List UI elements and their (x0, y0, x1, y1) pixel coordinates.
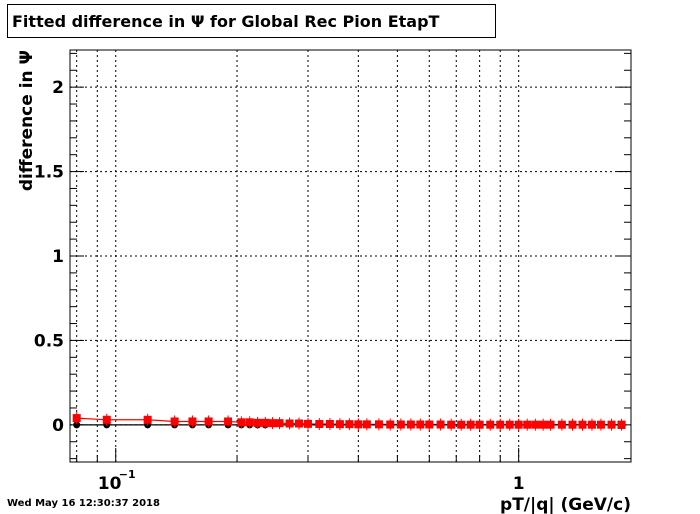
data-point-red (578, 420, 587, 429)
data-point-red (170, 417, 179, 426)
data-point-red (416, 420, 425, 429)
data-point-red (295, 419, 304, 428)
data-point-red (396, 420, 405, 429)
y-tick-label: 0.5 (34, 331, 64, 351)
data-point-red (505, 420, 514, 429)
x-tick-label: −1 (119, 468, 136, 481)
data-point-red (557, 420, 566, 429)
data-point-red (335, 420, 344, 429)
grid-lines (70, 50, 631, 462)
data-point-red (457, 420, 466, 429)
data-point-red (245, 418, 254, 427)
data-point-red (617, 420, 626, 429)
tick-labels: 10−1 100.511.52 (34, 78, 525, 494)
data-point-red (466, 420, 475, 429)
chart-title: Fitted difference in Ψ for Global Rec Pi… (12, 11, 440, 31)
x-tick-label: 1 (513, 474, 525, 494)
data-point-red (275, 419, 284, 428)
y-tick-label: 2 (52, 78, 64, 98)
data-point-red (253, 418, 262, 427)
y-tick-label: 1 (52, 247, 64, 267)
data-point-red (568, 420, 577, 429)
data-point-red (303, 419, 312, 428)
data-point-red (596, 420, 605, 429)
x-axis-label: pT/|q| (GeV/c) (500, 495, 631, 514)
data-point-red (436, 420, 445, 429)
data-point-red (268, 419, 277, 428)
data-point-red (204, 417, 213, 426)
data-point-red (523, 420, 532, 429)
x-tick-label: 10 (98, 474, 122, 494)
y-tick-label: 0 (52, 416, 64, 436)
data-point-red (354, 420, 363, 429)
axis-ticks (70, 52, 631, 462)
data-point-red (587, 420, 596, 429)
data-point-red (546, 420, 555, 429)
data-point-red (486, 420, 495, 429)
data-point-red (514, 420, 523, 429)
data-point-red (386, 420, 395, 429)
y-axis-label: difference in Ψ (17, 50, 37, 191)
data-point-red (102, 415, 111, 424)
data-point-red (374, 420, 383, 429)
data-point-red (143, 415, 152, 424)
data-point-red (425, 420, 434, 429)
data-point-black (73, 421, 81, 429)
data-point-red (496, 420, 505, 429)
data-point-red (315, 420, 324, 429)
data-point-red (539, 420, 548, 429)
chart-title-box: Fitted difference in Ψ for Global Rec Pi… (7, 4, 496, 38)
data-point-red (224, 417, 233, 426)
data-point-red (285, 419, 294, 428)
data-point-red (475, 420, 484, 429)
timestamp: Wed May 16 12:30:37 2018 (7, 498, 160, 509)
data-point-red (345, 420, 354, 429)
data-point-red (261, 418, 270, 427)
data-point-red (325, 420, 334, 429)
data-point-red (531, 420, 540, 429)
data-point-red (447, 420, 456, 429)
data-point-red (72, 414, 81, 423)
y-tick-label: 1.5 (34, 163, 64, 183)
data-point-red (607, 420, 616, 429)
data-point-red (362, 420, 371, 429)
data-point-red (237, 418, 246, 427)
data-point-red (188, 417, 197, 426)
data-marks (72, 412, 626, 431)
data-point-red (406, 420, 415, 429)
